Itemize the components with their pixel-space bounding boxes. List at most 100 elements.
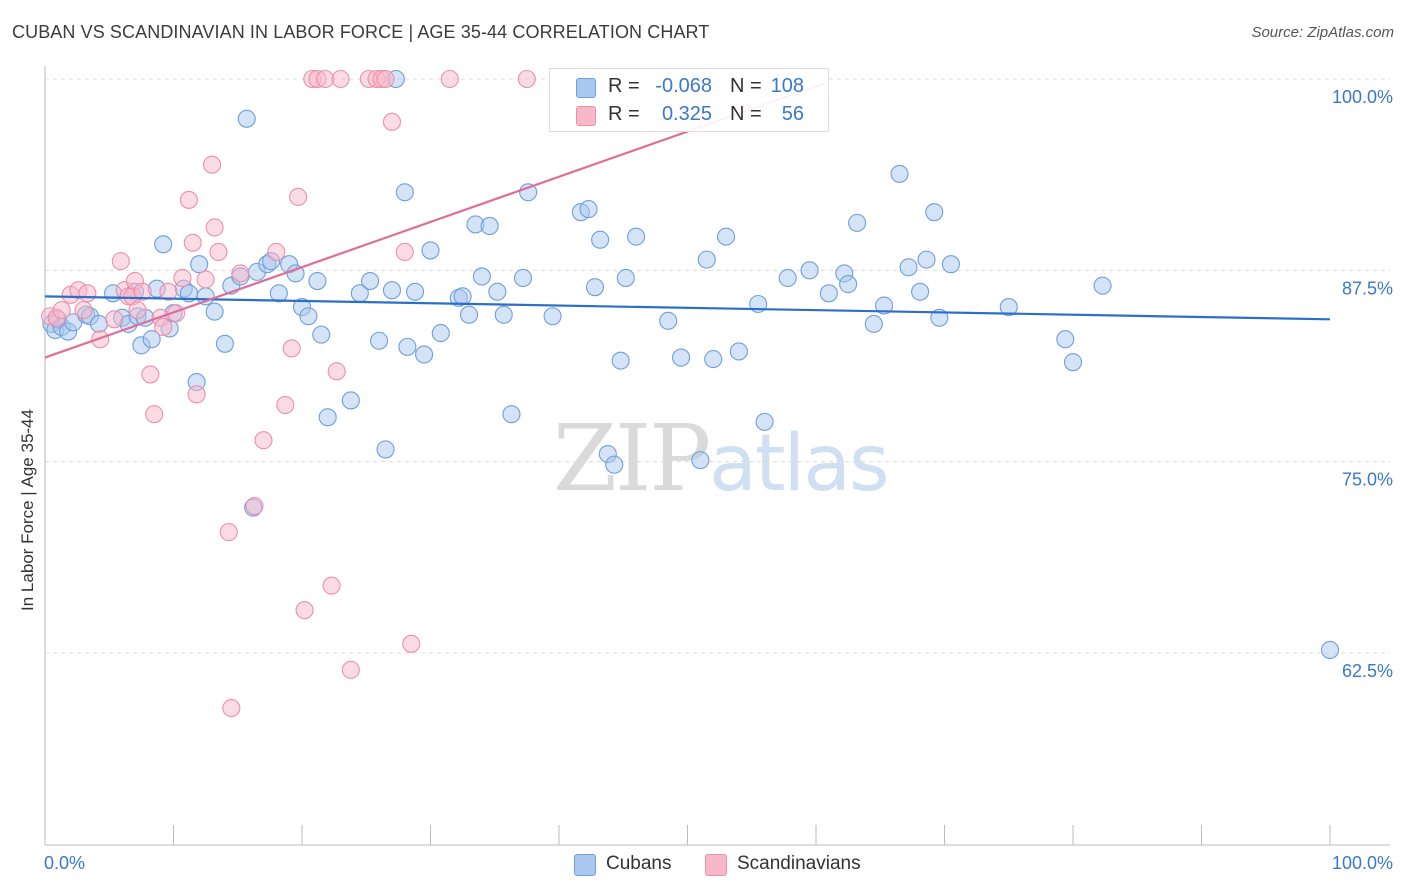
point-cubans [376,440,395,459]
point-scandinavians [440,69,459,89]
point-scandinavians [128,301,147,320]
point-scandinavians [133,282,152,301]
point-cubans [925,203,944,222]
point-cubans [839,275,858,294]
point-cubans [716,227,736,246]
point-scandinavians [402,634,421,653]
point-cubans [778,268,797,288]
point-cubans [875,296,894,315]
point-cubans [502,405,521,424]
point-cubans [318,408,337,427]
point-scandinavians [154,317,173,337]
trend-line-cubans [44,295,1331,321]
point-scandinavians [205,218,224,237]
point-cubans [382,281,402,300]
point-scandinavians [183,233,202,252]
point-scandinavians [222,699,241,718]
point-scandinavians [267,242,286,262]
point-scandinavians [105,310,124,329]
legend-r-value: -0.068 [655,75,712,97]
point-cubans [453,287,472,306]
point-scandinavians [231,264,250,283]
legend-stats: R = -0.068 N = 108 R = 0.325 N = 56 [549,68,829,132]
y-tick-label: 100.0% [1332,87,1393,107]
point-cubans [930,308,949,327]
watermark: ZIPatlas [553,405,890,512]
point-scandinavians [254,431,273,450]
point-cubans [395,183,414,202]
point-cubans [659,311,678,330]
point-scandinavians [245,497,264,516]
watermark-zip: ZIP [553,405,711,512]
point-cubans [890,164,909,183]
legend-n-value: 108 [770,75,804,97]
point-cubans [627,227,646,246]
legend-swatch-cubans [576,78,596,98]
point-cubans [308,271,327,291]
point-scandinavians [209,242,228,262]
point-cubans [215,334,234,353]
point-cubans [370,331,389,350]
point-cubans [142,330,161,349]
point-cubans [864,314,883,333]
point-cubans [899,258,918,277]
point-cubans [611,351,630,370]
y-tick-label: 87.5% [1342,278,1393,298]
point-scandinavians [196,270,215,289]
point-cubans [691,451,710,470]
legend-label-scandinavians: Scandinavians [737,853,861,874]
point-scandinavians [322,576,341,595]
point-cubans [472,267,491,286]
point-cubans [999,298,1018,317]
watermark-atlas: atlas [709,419,889,509]
legend-n-value: 56 [781,103,804,125]
tick-labels: 62.5% 75.0% 87.5% 100.0% 0.0% 100.0% [44,87,1393,873]
legend-n-label: N = [730,75,762,97]
point-cubans [361,271,380,291]
source-credit: Source: ZipAtlas.com [1251,24,1394,41]
legend-row-scandinavians: R = 0.325 N = 56 [550,101,828,129]
y-axis-label: In Labor Force | Age 35-44 [18,409,37,611]
point-cubans [1063,353,1083,372]
legend-swatch-scandinavians [705,854,727,876]
point-cubans [513,268,533,288]
point-cubans [941,255,960,274]
point-cubans [415,345,434,364]
point-cubans [237,109,256,128]
point-cubans [800,261,819,280]
legend-r-value: 0.325 [661,103,712,125]
point-scandinavians [295,601,314,620]
point-cubans [591,230,610,249]
point-cubans [697,250,716,269]
point-cubans [341,391,360,410]
point-scandinavians [517,69,536,89]
point-cubans [911,282,930,301]
point-cubans [729,342,748,361]
legend-r-label: R = [608,103,640,125]
point-cubans [605,455,624,474]
point-cubans [917,250,936,269]
legend-r-label: R = [608,75,640,97]
point-cubans [1320,640,1340,659]
legend-swatch-cubans [574,854,596,876]
y-tick-label: 75.0% [1342,470,1393,490]
legend-row-cubans: R = -0.068 N = 108 [550,73,828,101]
point-scandinavians [289,187,308,206]
point-cubans [585,278,605,297]
point-scandinavians [78,284,97,303]
point-cubans [543,307,562,326]
point-cubans [1056,330,1075,349]
point-scandinavians [187,385,206,404]
point-cubans [819,284,838,303]
point-scandinavians [74,301,93,320]
point-cubans [704,350,723,369]
point-scandinavians [376,69,395,89]
point-scandinavians [327,362,346,381]
series-cubans [42,69,1340,659]
point-cubans [431,324,450,343]
series-scandinavians [41,69,594,718]
chart-title: CUBAN VS SCANDINAVIAN IN LABOR FORCE | A… [12,22,710,42]
point-cubans [421,241,440,260]
legend-swatch-scandinavians [576,106,596,126]
